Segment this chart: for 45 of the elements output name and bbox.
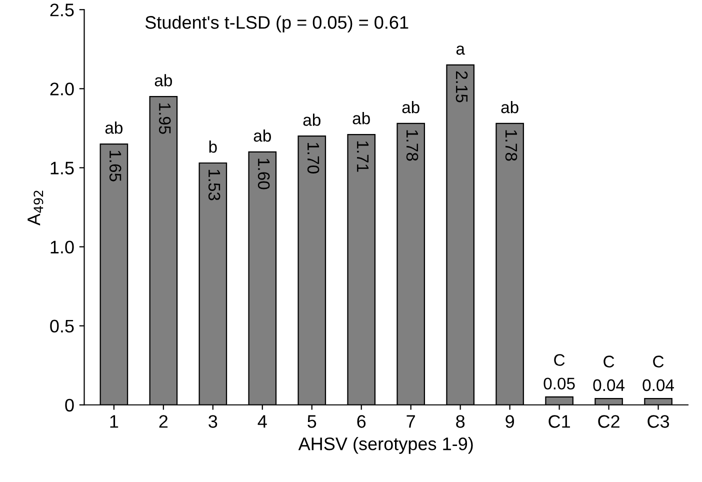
x-tick-label: 1 — [110, 415, 118, 428]
annotation: C — [653, 356, 664, 368]
data-label: 1.78 — [406, 130, 418, 161]
annotation: ab — [105, 122, 122, 134]
data-label: 2.15 — [456, 71, 468, 102]
annotation: ab — [352, 112, 370, 124]
x-tick-label: 8 — [456, 415, 465, 428]
x-tick-label: 3 — [208, 415, 218, 428]
data-label: 1.60 — [258, 158, 270, 190]
data-label: 1.78 — [505, 130, 518, 161]
x-tick-label: 9 — [506, 415, 514, 428]
data-label: 1.70 — [307, 142, 320, 174]
x-tick-label: C1 — [548, 415, 570, 428]
y-tick-label: 0.5 — [50, 320, 74, 333]
data-label: 1.53 — [208, 170, 220, 200]
x-tick-label: 2 — [159, 415, 168, 428]
annotation: ab — [501, 100, 518, 114]
y-tick-label: 1.5 — [50, 162, 74, 174]
annotation: ab — [402, 100, 420, 114]
annotation: b — [209, 140, 217, 153]
data-label: 0.05 — [544, 378, 575, 390]
data-label: 1.71 — [357, 141, 369, 172]
x-tick-label: 6 — [357, 415, 366, 428]
data-label: 1.65 — [109, 150, 122, 182]
annotation: a — [456, 46, 465, 55]
y-tick-label: 1.0 — [50, 240, 74, 254]
x-tick-label: 7 — [406, 415, 415, 428]
y-tick-label: 0 — [65, 398, 74, 412]
x-axis-title: AHSV (serotypes 1-9) — [298, 436, 473, 454]
x-tick-label: 4 — [258, 415, 267, 428]
x-tick-label: 5 — [308, 415, 316, 428]
x-tick-label: C3 — [648, 415, 670, 428]
y-tick-label: 2.0 — [50, 82, 74, 96]
annotation: ab — [303, 114, 320, 126]
annotation: ab — [254, 129, 271, 142]
annotation: ab — [154, 74, 172, 86]
annotation: C — [604, 356, 614, 368]
data-label: 1.95 — [158, 103, 171, 134]
chart-title: Student's t-LSD (p = 0.05) = 0.61 — [145, 16, 408, 32]
annotation: C — [554, 354, 565, 366]
data-label: 0.04 — [593, 379, 625, 392]
x-tick-label: C2 — [598, 415, 620, 428]
data-label: 0.04 — [642, 379, 674, 392]
y-tick-label: 2.5 — [50, 4, 74, 16]
y-axis-title: A$_{492}$ — [28, 190, 44, 226]
